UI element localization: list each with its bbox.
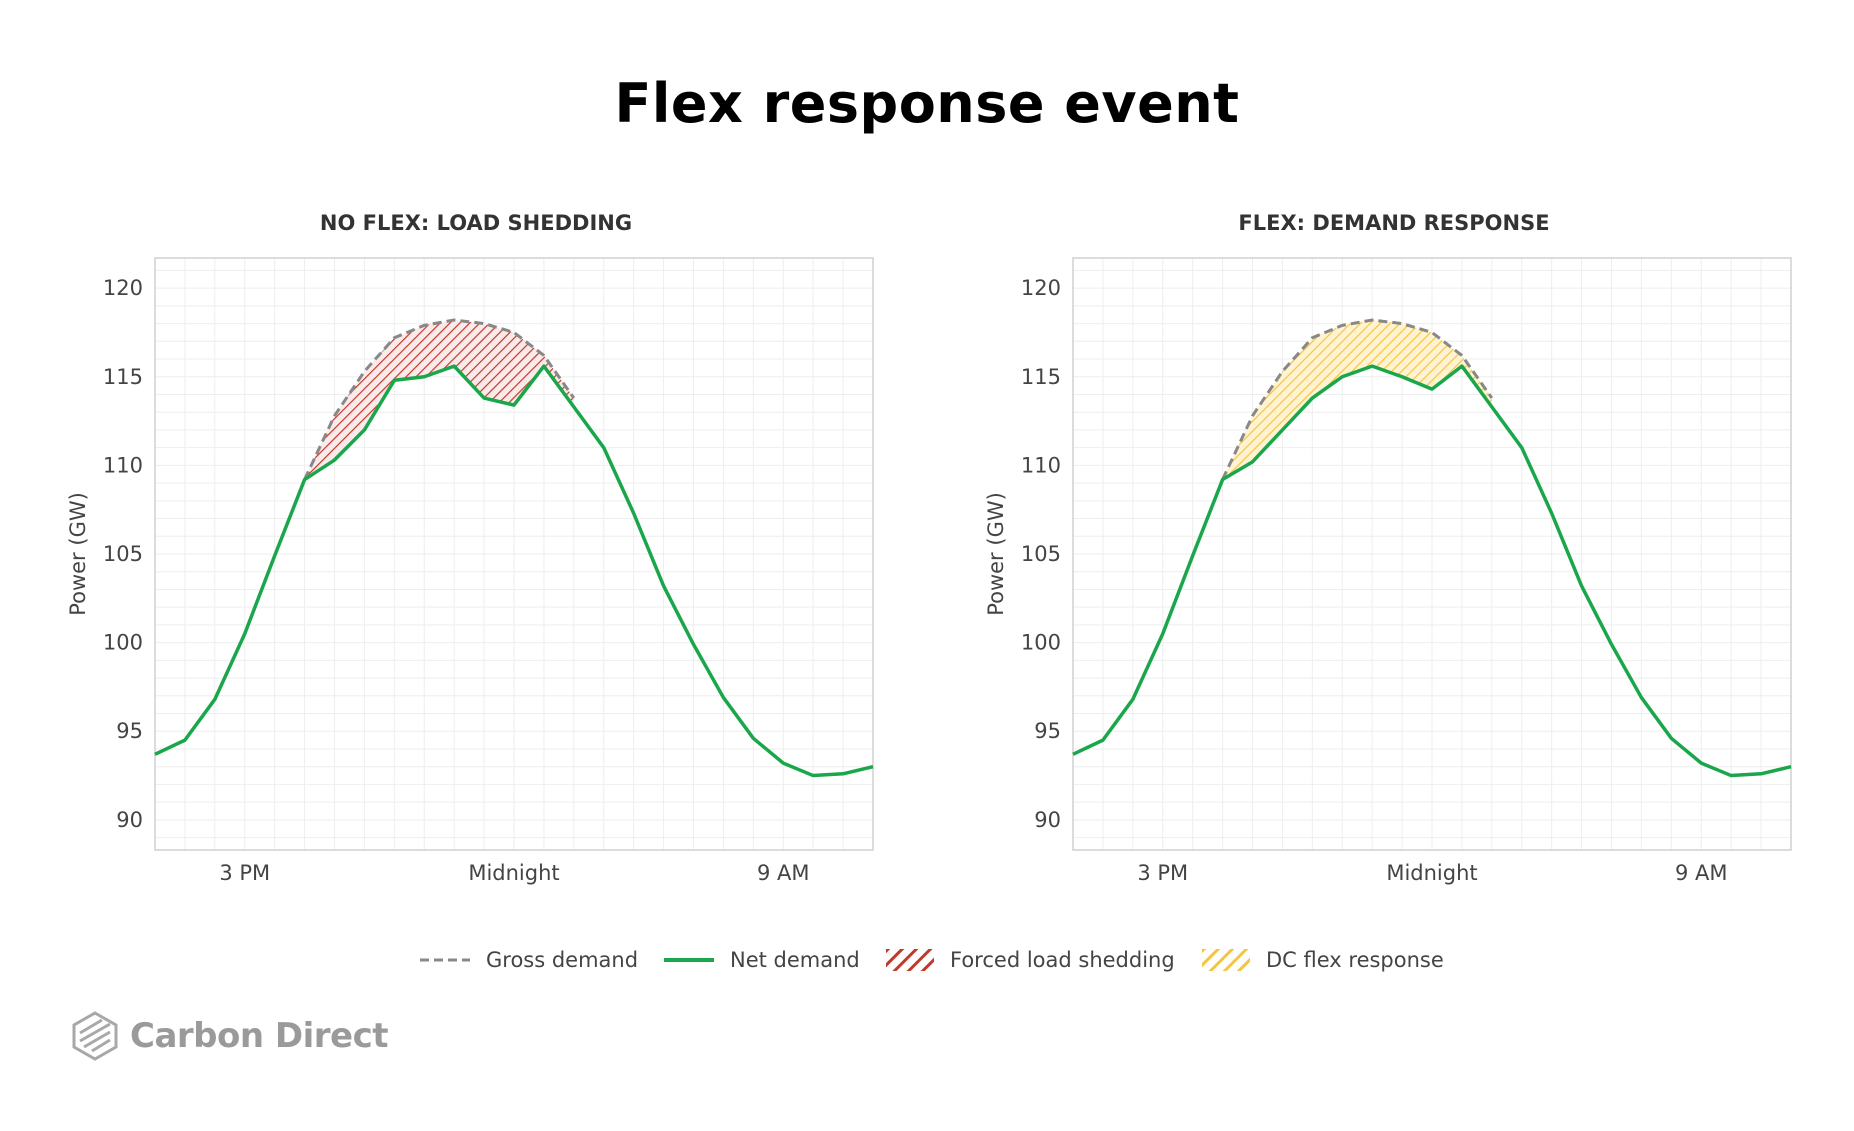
legend-item-net: Net demand <box>664 940 860 980</box>
plot-frame <box>154 257 874 851</box>
y-tick-label: 110 <box>103 453 143 477</box>
legend-label-gross: Gross demand <box>486 948 639 972</box>
series-net-demand <box>154 364 874 778</box>
x-tick-label: 3 PM <box>1137 861 1188 885</box>
plot-frame <box>1072 257 1792 851</box>
chart-2-title: FLEX: DEMAND RESPONSE <box>1238 211 1550 235</box>
y-tick-label: 115 <box>103 365 143 389</box>
y-tick-label: 120 <box>103 276 143 300</box>
red-hatch-icon <box>886 949 934 971</box>
legend-item-gross: Gross demand <box>420 940 638 980</box>
series-gross-demand <box>1221 318 1494 481</box>
yellow-hatch-icon <box>1202 949 1250 971</box>
y-tick-label: 95 <box>116 719 143 743</box>
series-gross-demand <box>303 318 576 481</box>
page-title: Flex response event <box>614 72 1240 135</box>
fill-area-load-shedding <box>304 320 574 480</box>
y-tick-label: 90 <box>1034 808 1061 832</box>
y-tick-label: 90 <box>116 808 143 832</box>
legend-item-flex: DC flex response <box>1202 940 1444 980</box>
y-tick-label: 95 <box>1034 719 1061 743</box>
y-axis-label: Power (GW) <box>66 492 90 616</box>
y-tick-label: 105 <box>103 542 143 566</box>
x-tick-label: Midnight <box>1386 861 1477 885</box>
y-tick-label: 100 <box>103 631 143 655</box>
x-tick-label: 9 AM <box>757 861 810 885</box>
fill-area-flex-response <box>1222 320 1492 480</box>
carbon-direct-logo-icon <box>72 1011 118 1061</box>
dashed-line-icon <box>420 958 470 962</box>
y-tick-label: 105 <box>1021 542 1061 566</box>
series-net-demand <box>1072 364 1792 778</box>
legend-label-net: Net demand <box>730 948 860 972</box>
legend: Gross demand Net demand Forced load shed… <box>0 940 1854 980</box>
legend-item-shed: Forced load shedding <box>886 940 1175 980</box>
brand-logo: Carbon Direct <box>72 1008 389 1064</box>
solid-line-icon <box>664 958 714 962</box>
y-tick-label: 120 <box>1021 276 1061 300</box>
x-tick-label: 3 PM <box>219 861 270 885</box>
legend-label-shed: Forced load shedding <box>950 948 1175 972</box>
chart-2: 90 95 100 105 110 115 120 3 PM Midnight 9 AM Power… <box>984 257 1792 885</box>
chart-1: 90 95 100 105 110 115 120 3 PM Midnight 9 AM Power… <box>66 257 874 885</box>
x-tick-label: 9 AM <box>1675 861 1728 885</box>
brand-name: Carbon Direct <box>130 1016 389 1056</box>
chart-1-title: NO FLEX: LOAD SHEDDING <box>319 211 633 235</box>
x-tick-label: Midnight <box>468 861 559 885</box>
y-tick-label: 100 <box>1021 631 1061 655</box>
y-tick-label: 110 <box>1021 453 1061 477</box>
y-tick-label: 115 <box>1021 365 1061 389</box>
y-axis-label: Power (GW) <box>984 492 1008 616</box>
legend-label-flex: DC flex response <box>1266 948 1444 972</box>
